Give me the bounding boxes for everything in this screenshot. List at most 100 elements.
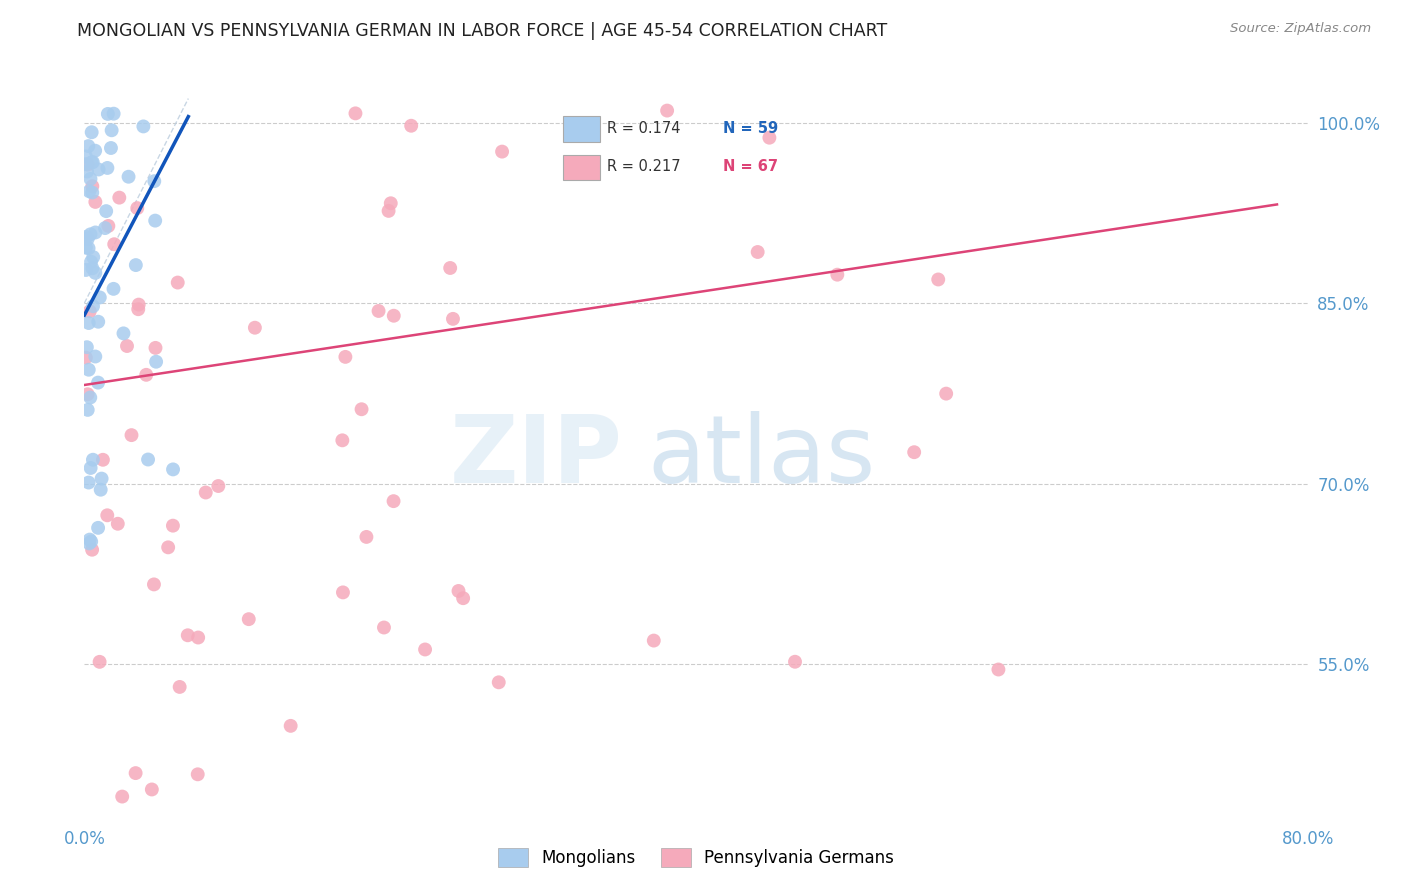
Point (79, 184, 101, 198)
Point (166, 276, 188, 290)
Point (447, 584, 470, 599)
Point (96, 508, 118, 523)
Point (79, 172, 101, 186)
Point (903, 445, 925, 459)
Point (142, 577, 165, 591)
Point (97, 107, 120, 121)
Point (103, 106, 125, 120)
Legend: Mongolians, Pennsylvania Germans: Mongolians, Pennsylvania Germans (492, 842, 900, 874)
Point (97, 219, 120, 233)
Point (103, 237, 125, 252)
Point (238, 612, 260, 626)
Point (96, 204, 118, 219)
Point (79, 304, 101, 318)
Point (117, 169, 139, 184)
Point (987, 663, 1010, 677)
Point (350, 402, 373, 417)
Point (87, 162, 110, 177)
Point (76, 164, 98, 178)
Point (75, 241, 97, 255)
Point (84, 266, 107, 280)
Point (82, 186, 104, 200)
Point (77, 241, 100, 255)
Point (89, 655, 111, 669)
Bar (562, 116, 599, 142)
Point (79, 391, 101, 405)
Point (243, 320, 266, 334)
Point (84, 350, 107, 364)
Point (76, 157, 98, 171)
Point (207, 479, 229, 493)
Point (115, 339, 138, 353)
Point (75, 157, 97, 171)
Point (491, 145, 513, 159)
Point (112, 326, 135, 341)
Point (77, 362, 100, 376)
Point (91, 452, 114, 467)
Point (80, 254, 103, 268)
Point (100, 123, 122, 137)
Point (89, 290, 111, 304)
Point (90, 483, 112, 497)
Point (80, 155, 103, 169)
Point (100, 141, 122, 155)
Point (75, 230, 97, 244)
Point (82, 250, 104, 264)
Point (94, 221, 117, 235)
Point (90, 472, 112, 486)
Point (141, 782, 163, 797)
Point (451, 591, 474, 606)
Point (177, 628, 200, 642)
Point (82, 179, 104, 194)
Point (373, 620, 395, 634)
Point (927, 272, 949, 286)
Point (132, 120, 155, 134)
Text: Source: ZipAtlas.com: Source: ZipAtlas.com (1230, 22, 1371, 36)
Point (76, 387, 98, 401)
Point (124, 766, 146, 780)
Point (76, 403, 98, 417)
Point (747, 245, 769, 260)
Point (87, 315, 110, 329)
Point (187, 767, 209, 781)
Point (75, 351, 97, 365)
Point (107, 516, 129, 531)
Point (77, 139, 100, 153)
Point (79, 533, 101, 547)
Point (128, 297, 150, 311)
Text: MONGOLIAN VS PENNSYLVANIA GERMAN IN LABOR FORCE | AGE 45-54 CORRELATION CHART: MONGOLIAN VS PENNSYLVANIA GERMAN IN LABO… (77, 22, 887, 40)
Point (87, 376, 110, 390)
Point (80, 534, 103, 549)
Point (82, 261, 104, 276)
Point (488, 675, 510, 690)
Point (111, 789, 134, 804)
Point (108, 191, 131, 205)
Point (82, 299, 104, 313)
Point (77, 536, 100, 550)
Point (827, 268, 849, 282)
Point (377, 203, 399, 218)
Point (79, 461, 101, 475)
Point (382, 309, 405, 323)
Point (79, 227, 101, 242)
Point (136, 452, 159, 467)
Point (169, 680, 191, 694)
Point (84, 194, 107, 209)
Point (75, 149, 97, 163)
Point (82, 155, 104, 169)
Point (280, 719, 302, 733)
Point (643, 633, 665, 648)
Point (121, 428, 143, 442)
Point (157, 541, 180, 555)
Text: R = 0.217: R = 0.217 (607, 159, 681, 174)
Point (82, 452, 104, 467)
Point (84, 226, 107, 240)
Bar (562, 154, 599, 180)
Point (96, 161, 118, 175)
Point (380, 196, 402, 211)
Point (75, 263, 97, 277)
Point (84, 144, 107, 158)
Point (441, 311, 464, 326)
Point (399, 119, 422, 133)
Point (162, 518, 184, 533)
